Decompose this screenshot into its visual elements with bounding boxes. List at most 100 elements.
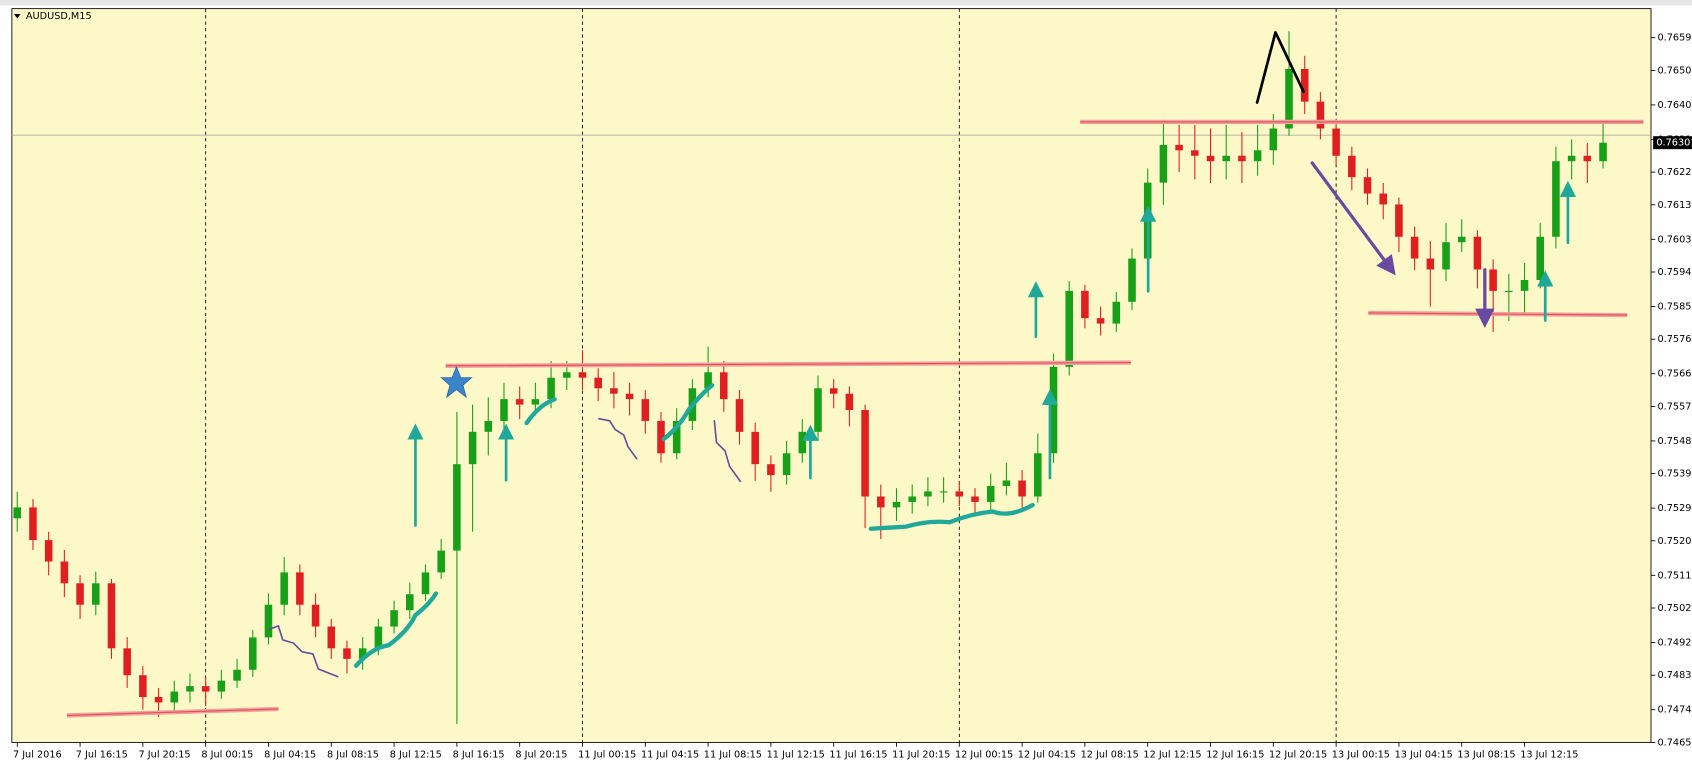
candle-body: [814, 388, 822, 432]
candle-body: [704, 372, 712, 389]
candle-body: [829, 388, 838, 394]
candle-body: [782, 453, 791, 476]
x-tick-label: 12 Jul 00:15: [955, 749, 1013, 760]
top-strip: [0, 0, 1692, 6]
candle-body: [390, 610, 398, 627]
y-tick-label: 0.76405: [1657, 100, 1692, 111]
chart-title: AUDUSD,M15: [26, 11, 92, 22]
candle-body: [657, 420, 665, 454]
candle-body: [154, 697, 163, 703]
y-tick-label: 0.75665: [1657, 369, 1692, 380]
candle-body: [767, 464, 775, 476]
x-tick-label: 12 Jul 16:15: [1206, 749, 1264, 760]
candle-body: [500, 399, 508, 421]
squiggle: [598, 417, 638, 460]
candle-body: [547, 377, 555, 400]
candle-body: [1065, 290, 1073, 367]
candle-body: [877, 496, 885, 508]
candle-body: [1096, 318, 1105, 324]
trend-curve: [524, 397, 557, 426]
candle-body: [1520, 279, 1529, 291]
candle-body: [1300, 68, 1309, 102]
candle-body: [939, 491, 948, 493]
candle-body: [1379, 193, 1387, 205]
candle-body: [170, 691, 179, 703]
y-tick-label: 0.75575: [1657, 401, 1692, 412]
candle-body: [358, 648, 367, 659]
candle-body: [1175, 144, 1183, 151]
candle-body: [1442, 242, 1450, 270]
candle-body: [578, 372, 587, 378]
candle-body: [1599, 142, 1607, 162]
candle-body: [1473, 236, 1482, 270]
candle-body: [1112, 301, 1121, 324]
plot-area: [11, 8, 1652, 743]
trend-curve: [353, 591, 439, 668]
y-tick-label: 0.74835: [1657, 670, 1692, 681]
trend-curve: [868, 502, 1035, 531]
candle-body: [672, 420, 681, 454]
candle-body: [1081, 290, 1089, 319]
candle-body: [1285, 68, 1293, 129]
candle-body: [751, 431, 759, 465]
x-tick-label: 7 Jul 20:15: [139, 749, 191, 760]
x-tick-label: 12 Jul 12:15: [1143, 749, 1201, 760]
x-tick-label: 12 Jul 04:15: [1018, 749, 1076, 760]
candle-body: [1348, 155, 1356, 178]
candle-body: [1002, 480, 1011, 486]
labels-layer: AUDUSD,M15 0.765900.765000.764050.763100…: [13, 11, 1692, 760]
x-tick-label: 7 Jul 2016: [13, 749, 62, 760]
candle-body: [280, 572, 288, 605]
candle-body: [563, 372, 571, 378]
x-tick-label: 13 Jul 04:15: [1395, 749, 1453, 760]
annotations: [66, 31, 1644, 718]
y-tick-label: 0.76035: [1657, 234, 1692, 245]
star-marker: [440, 365, 473, 399]
candle-body: [1552, 161, 1560, 237]
candle-body: [610, 388, 618, 394]
candle-body: [201, 686, 210, 692]
candle-body: [217, 680, 226, 692]
candle-body: [1191, 150, 1199, 156]
x-tick-label: 8 Jul 12:15: [390, 749, 442, 760]
candle-body: [1410, 236, 1419, 259]
candle-body: [248, 637, 257, 670]
x-tick-label: 11 Jul 08:15: [704, 749, 762, 760]
candle-body: [327, 626, 336, 649]
candle-body: [311, 604, 320, 627]
candle-body: [139, 675, 147, 698]
candle-body: [1034, 453, 1042, 497]
candle-body: [453, 464, 461, 551]
x-tick-label: 7 Jul 16:15: [76, 749, 128, 760]
candle-body: [1489, 269, 1497, 291]
candle-body: [29, 507, 37, 541]
candle-body: [406, 594, 414, 611]
candle-body: [845, 393, 854, 411]
price-tag: [1653, 136, 1692, 150]
x-tick-label: 13 Jul 08:15: [1457, 749, 1515, 760]
candle-body: [60, 561, 69, 584]
candle-body: [861, 410, 869, 497]
candle-body: [1363, 177, 1372, 194]
candle-body: [1159, 144, 1168, 183]
candle-body: [720, 372, 728, 400]
squiggle: [713, 420, 742, 483]
x-tick-label: 11 Jul 12:15: [767, 749, 825, 760]
y-tick-label: 0.75945: [1657, 267, 1692, 278]
y-tick-label: 0.75205: [1657, 536, 1692, 547]
x-tick-label: 13 Jul 00:15: [1332, 749, 1390, 760]
candle-body: [1583, 155, 1592, 162]
candle-body: [1567, 155, 1576, 162]
y-tick-label: 0.74925: [1657, 638, 1692, 649]
candle-body: [1049, 366, 1058, 454]
candle-body: [1316, 101, 1325, 129]
x-tick-label: 12 Jul 08:15: [1081, 749, 1139, 760]
